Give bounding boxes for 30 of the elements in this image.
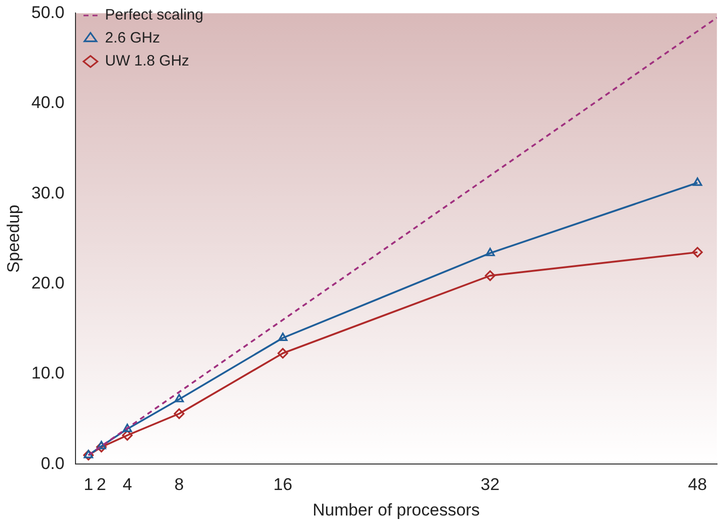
- point: [174, 394, 184, 402]
- legend-label: 2.6 GHz: [104, 30, 160, 47]
- y-tick-label: 40.0: [31, 93, 64, 112]
- point: [278, 348, 288, 359]
- x-tick-label: 48: [688, 475, 707, 494]
- x-tick-label: 8: [174, 475, 184, 494]
- x-tick-label: 16: [273, 475, 292, 494]
- point: [692, 177, 702, 186]
- point: [484, 270, 496, 281]
- x-tick-label: 2: [96, 475, 106, 494]
- y-tick-label: 0.0: [40, 454, 64, 473]
- x-tick-label: 32: [480, 475, 500, 494]
- y-tick-label: 50.0: [31, 2, 64, 22]
- point: [96, 440, 106, 450]
- y-tick-label: 10.0: [31, 364, 64, 383]
- point: [122, 424, 132, 432]
- y-tick-label: 30.0: [31, 183, 64, 202]
- y-axis-title: Speedup: [4, 204, 23, 273]
- x-tick-label: 4: [122, 475, 132, 494]
- legend-label: UW 1.8 GHz: [104, 52, 190, 70]
- point: [485, 248, 495, 256]
- point: [174, 408, 184, 419]
- point: [278, 332, 288, 341]
- point: [692, 246, 703, 258]
- legend-label: Perfect scaling: [104, 6, 204, 24]
- point: [122, 430, 133, 441]
- y-tick-label: 20.0: [31, 273, 64, 292]
- x-axis-title: Number of processors: [312, 500, 480, 520]
- point: [96, 442, 107, 452]
- x-tick-label: 1: [84, 475, 94, 494]
